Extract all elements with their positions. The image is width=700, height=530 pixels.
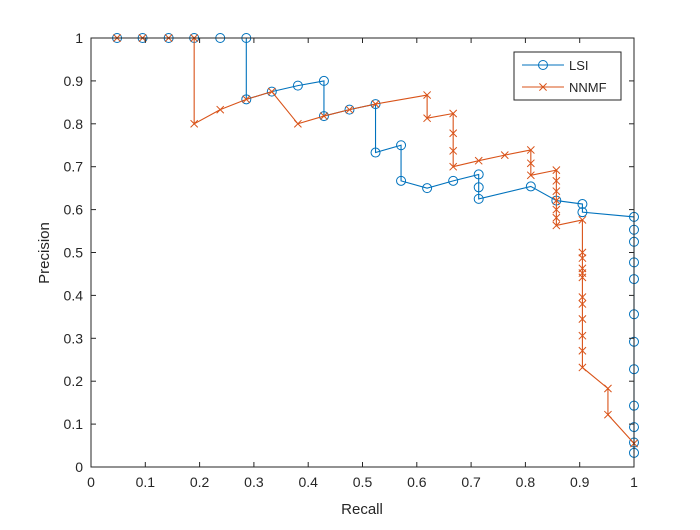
data-point-nnmf: [578, 315, 587, 323]
x-tick-label: 0.8: [516, 474, 536, 490]
data-point-lsi: [370, 99, 381, 110]
y-tick-label: 1: [75, 30, 83, 46]
legend-label: NNMF: [569, 80, 607, 95]
data-point-nnmf: [526, 171, 535, 180]
data-point-nnmf: [578, 248, 587, 257]
data-point-lsi: [318, 75, 329, 86]
data-point-nnmf: [578, 293, 587, 302]
data-point-nnmf: [500, 151, 509, 160]
data-point-lsi: [473, 193, 484, 204]
x-tick-label: 0.4: [298, 474, 318, 490]
data-point-lsi: [448, 175, 459, 186]
data-point-nnmf: [552, 213, 561, 222]
legend-marker: [539, 83, 547, 91]
data-point-lsi: [292, 80, 303, 91]
data-point-nnmf: [578, 215, 587, 224]
plot-area: [91, 38, 634, 467]
legend-marker: [538, 60, 548, 70]
data-point-lsi: [318, 111, 329, 122]
data-point-nnmf: [526, 146, 535, 154]
x-tick-label: 0.5: [353, 474, 373, 490]
data-point-lsi: [396, 175, 407, 186]
data-point-nnmf: [242, 95, 251, 104]
data-point-lsi: [525, 181, 536, 192]
y-tick-label: 0.1: [64, 416, 84, 432]
x-tick-label: 0.1: [136, 474, 156, 490]
data-point-nnmf: [423, 91, 432, 100]
legend-label: LSI: [569, 58, 589, 73]
y-tick-label: 0.2: [64, 373, 84, 389]
data-point-nnmf: [578, 300, 587, 308]
data-point-nnmf: [449, 109, 458, 118]
legend-item: NNMF: [522, 80, 607, 95]
y-axis-label: Precision: [36, 222, 53, 284]
data-point-lsi: [577, 207, 588, 218]
data-point-nnmf: [552, 221, 561, 230]
data-point-nnmf: [552, 196, 561, 205]
x-axis: 0 0.1 0.2 0.3 0.4 0.5 0.6 0.7 0.8 0.9 1: [87, 38, 638, 490]
series-layer: [112, 33, 639, 458]
data-point-nnmf: [423, 114, 432, 123]
y-tick-label: 0.7: [64, 159, 84, 175]
data-point-nnmf: [552, 176, 561, 185]
data-point-nnmf: [449, 162, 458, 171]
legend: LSI NNMF: [513, 51, 622, 101]
data-point-nnmf: [190, 119, 199, 128]
data-point-lsi: [370, 147, 381, 158]
y-tick-label: 0.4: [64, 287, 84, 303]
data-point-lsi: [422, 183, 433, 194]
x-tick-label: 0.3: [244, 474, 264, 490]
y-axis: 0 0.1 0.2 0.3 0.4 0.5 0.6 0.7 0.8 0.9 1: [64, 30, 634, 475]
data-point-lsi: [473, 182, 484, 193]
y-tick-label: 0.5: [64, 245, 84, 261]
y-tick-label: 0.9: [64, 73, 84, 89]
data-point-nnmf: [603, 410, 612, 419]
data-point-nnmf: [552, 205, 561, 214]
y-tick-label: 0.3: [64, 330, 84, 346]
data-point-nnmf: [293, 119, 302, 128]
data-point-lsi: [241, 94, 252, 105]
series-nnmf: [113, 34, 638, 448]
data-point-nnmf: [552, 187, 561, 196]
data-point-nnmf: [449, 146, 458, 155]
x-tick-label: 0: [87, 474, 95, 490]
data-point-nnmf: [578, 273, 587, 282]
data-point-nnmf: [578, 254, 587, 263]
data-point-nnmf: [552, 166, 561, 175]
data-point-nnmf: [603, 384, 612, 393]
data-point-lsi: [473, 169, 484, 180]
x-tick-label: 0.7: [461, 474, 481, 490]
data-point-nnmf: [345, 105, 354, 114]
data-point-nnmf: [526, 159, 535, 168]
data-point-nnmf: [319, 112, 328, 121]
data-point-nnmf: [474, 156, 483, 165]
data-point-lsi: [577, 199, 588, 210]
x-axis-label: Recall: [341, 501, 383, 518]
legend-box: [513, 51, 622, 101]
x-tick-label: 0.6: [407, 474, 427, 490]
data-point-nnmf: [449, 129, 458, 138]
data-point-nnmf: [267, 87, 276, 96]
data-point-lsi: [266, 86, 277, 97]
data-point-lsi: [344, 104, 355, 115]
x-tick-label: 0.2: [190, 474, 210, 490]
y-tick-label: 0.6: [64, 202, 84, 218]
legend-item: LSI: [522, 58, 589, 73]
data-point-nnmf: [578, 363, 587, 372]
x-tick-label: 0.9: [570, 474, 590, 490]
x-tick-label: 1: [630, 474, 638, 490]
y-tick-label: 0: [75, 459, 83, 475]
data-point-nnmf: [371, 100, 380, 109]
data-point-lsi: [396, 140, 407, 151]
data-point-nnmf: [578, 346, 587, 355]
data-point-nnmf: [578, 331, 587, 340]
y-tick-label: 0.8: [64, 116, 84, 132]
data-point-nnmf: [216, 105, 225, 114]
